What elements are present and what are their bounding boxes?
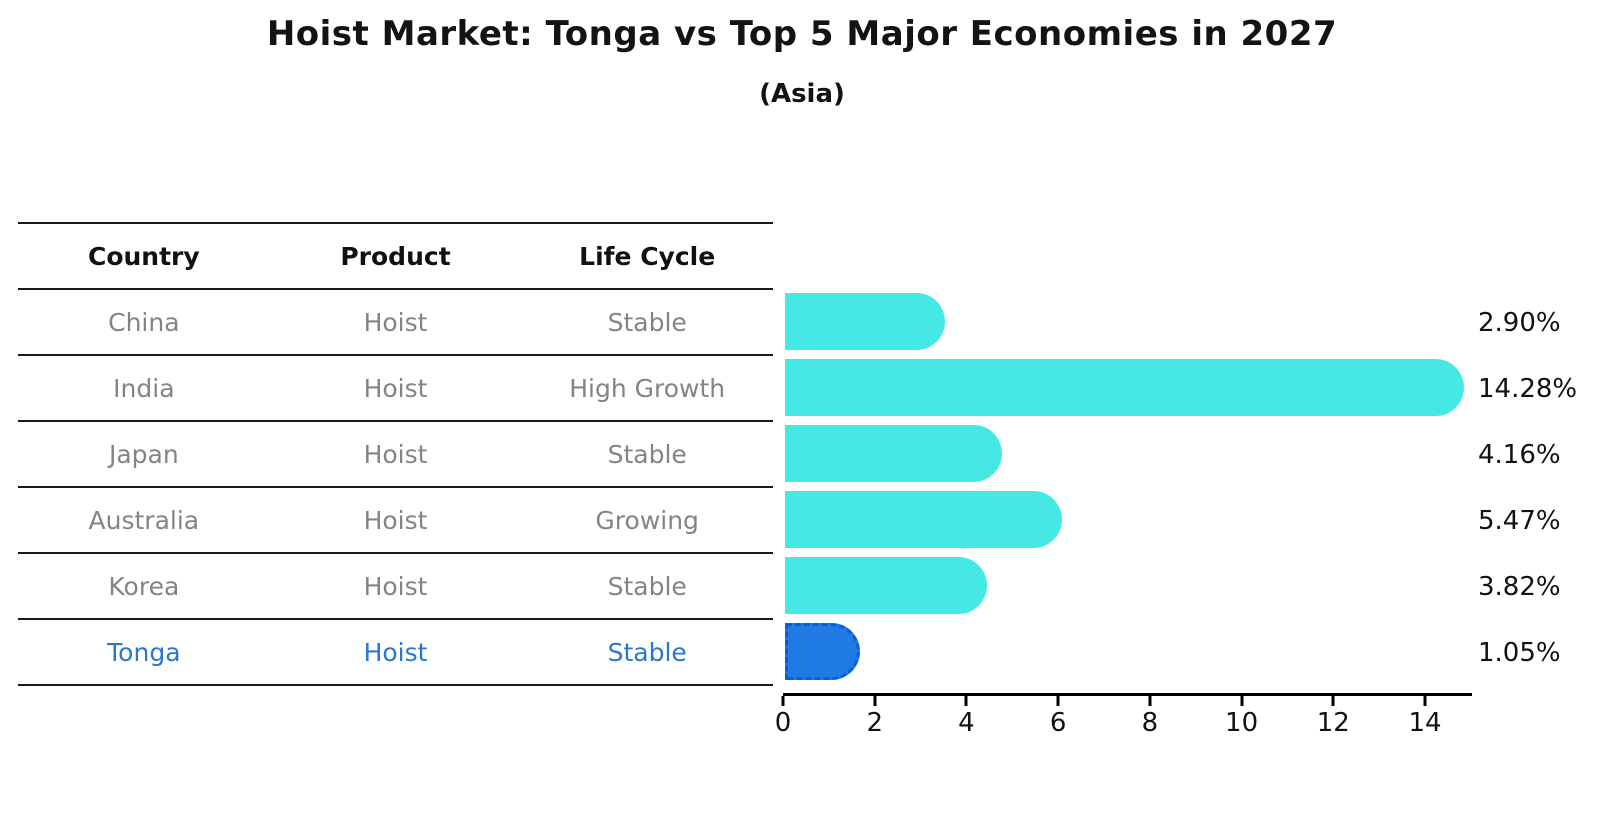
bar-india [785,358,1464,416]
table-cell: High Growth [569,373,726,403]
bar-value-label: 5.47% [1478,506,1561,536]
x-axis-tick-label: 14 [1408,708,1442,738]
x-axis-line [783,693,1472,696]
table-row-australia: Australia Hoist Growing [18,488,773,554]
table-cell: Hoist [363,373,428,403]
x-axis-tick [1331,696,1335,706]
table-body: China Hoist Stable India Hoist High Growth Jap… [18,290,773,686]
x-axis-tick-label: 0 [774,708,792,738]
table-cell: Hoist [363,637,428,667]
x-axis-tick-label: 8 [1141,708,1159,738]
x-axis-tick-label: 12 [1316,708,1350,738]
table-header-row: Country Product Life Cycle [18,224,773,290]
chart-title: Hoist Market: Tonga vs Top 5 Major Econo… [266,14,1338,54]
table-row-japan: Japan Hoist Stable [18,422,773,488]
table-row-china: China Hoist Stable [18,290,773,356]
bar-value-label: 14.28% [1478,374,1578,404]
bar-tonga [785,622,861,680]
x-axis-tick-label: 6 [1049,708,1067,738]
x-axis-tick-label: 10 [1225,708,1259,738]
country-table: Country Product Life Cycle China Hoist Stabl… [18,222,773,686]
table-cell: Hoist [363,439,428,469]
column-header-product: Product [340,241,451,271]
table-cell: Hoist [363,505,428,535]
table-cell: Growing [595,505,699,535]
table-cell: Stable [607,637,687,667]
x-axis-tick [964,696,968,706]
table-cell: Stable [607,571,687,601]
x-axis-tick [873,696,877,706]
bar-value-label: 1.05% [1478,638,1561,668]
chart-subtitle: (Asia) [759,79,845,109]
table-row-tonga: Tonga Hoist Stable [18,620,773,686]
table-row-india: India Hoist High Growth [18,356,773,422]
bar-value-label: 3.82% [1478,572,1561,602]
bar-japan [785,424,1003,482]
bar-korea [785,556,987,614]
bar-value-label: 4.16% [1478,440,1561,470]
bar-australia [785,490,1062,548]
table-cell: Japan [108,439,179,469]
table-cell: China [108,307,180,337]
x-axis-tick [1148,696,1152,706]
table-cell: Hoist [363,307,428,337]
x-axis-tick [1056,696,1060,706]
x-axis-tick [1423,696,1427,706]
table-cell: Tonga [107,637,181,667]
table-row-korea: Korea Hoist Stable [18,554,773,620]
column-header-country: Country [87,241,200,271]
bar-value-label: 2.90% [1478,308,1561,338]
x-axis-tick [1240,696,1244,706]
table-cell: India [113,373,175,403]
bar-china [785,292,945,350]
x-axis-tick [781,696,785,706]
table-cell: Korea [108,571,180,601]
x-axis-tick-label: 4 [958,708,975,738]
table-cell: Stable [607,439,687,469]
table-cell: Stable [607,307,687,337]
x-axis-tick-label: 2 [866,708,883,738]
table-cell: Hoist [363,571,428,601]
column-header-life-cycle: Life Cycle [579,241,716,271]
table-cell: Australia [88,505,200,535]
